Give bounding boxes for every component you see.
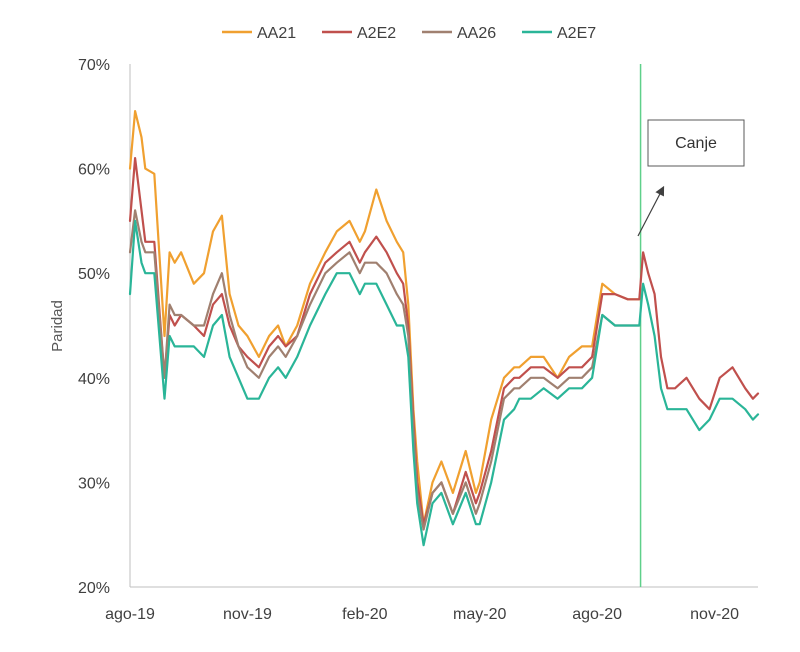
- y-tick-label-40: 40%: [78, 371, 110, 388]
- legend-label-a2e7: A2E7: [557, 25, 596, 42]
- x-ticks: ago-19 nov-19 feb-20 may-20 ago-20 nov-20: [105, 606, 739, 623]
- legend: AA21 A2E2 AA26 A2E7: [222, 25, 596, 42]
- x-tick-label-nov-19: nov-19: [223, 606, 272, 623]
- legend-label-aa26: AA26: [457, 25, 496, 42]
- annotation-arrow: [637, 185, 665, 237]
- y-axis-label: Paridad: [49, 300, 66, 352]
- y-ticks: 20% 30% 40% 50% 60% 70%: [78, 57, 110, 597]
- annotation-box: [647, 119, 745, 167]
- x-tick-label-ago-19: ago-19: [105, 606, 155, 623]
- series-line-aa26: [128, 209, 641, 531]
- series-line-aa21: [128, 109, 641, 526]
- x-tick-label-ago-20: ago-20: [572, 606, 622, 623]
- series-line-a2e7: [128, 219, 760, 547]
- annotation: Canje: [637, 119, 745, 237]
- series-group: [128, 109, 760, 547]
- legend-label-a2e2: A2E2: [357, 25, 396, 42]
- x-tick-label-may-20: may-20: [453, 606, 506, 623]
- legend-label-aa21: AA21: [257, 25, 296, 42]
- y-tick-label-30: 30%: [78, 475, 110, 492]
- y-tick-label-60: 60%: [78, 162, 110, 179]
- x-tick-label-nov-20: nov-20: [690, 606, 739, 623]
- y-tick-label-50: 50%: [78, 266, 110, 283]
- x-tick-label-feb-20: feb-20: [342, 606, 387, 623]
- y-tick-label-20: 20%: [78, 580, 110, 597]
- axes: [129, 64, 758, 588]
- y-tick-label-70: 70%: [78, 57, 110, 74]
- annotation-text: Canje: [675, 135, 717, 152]
